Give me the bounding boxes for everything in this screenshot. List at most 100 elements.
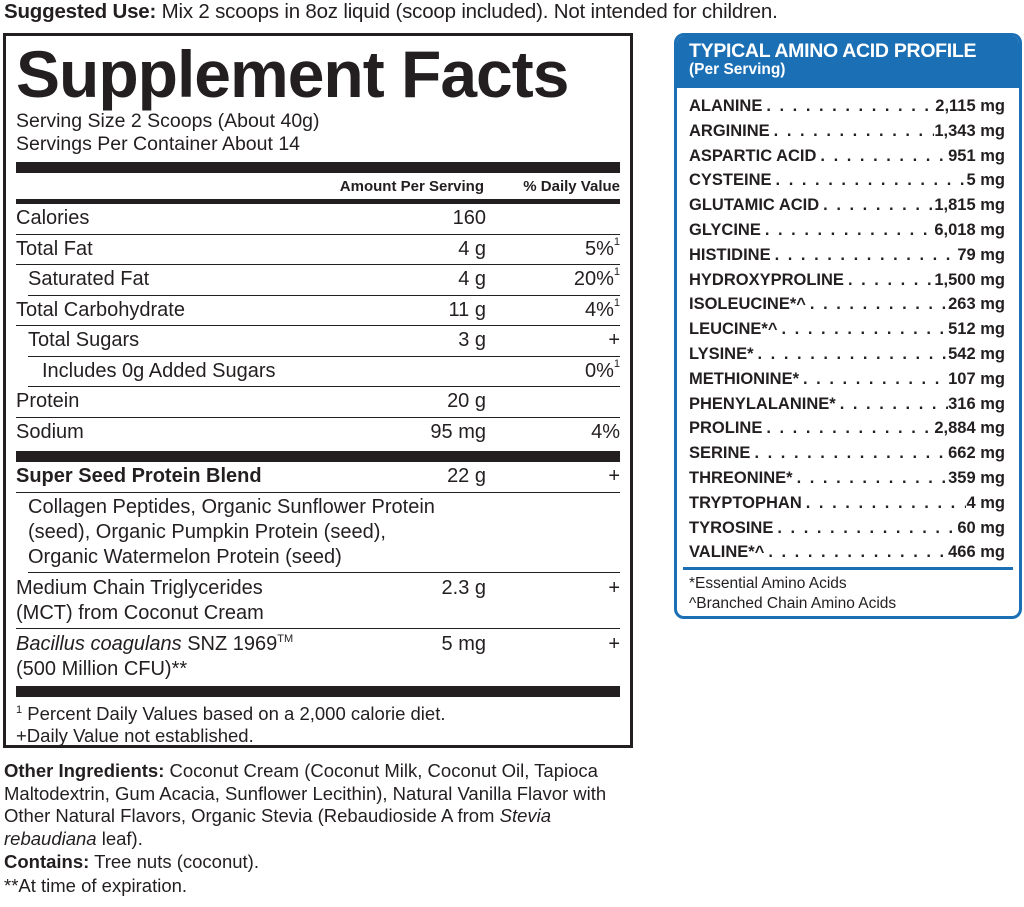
nutrient-amount: 160 — [452, 207, 486, 229]
nutrient-dv: 4% — [486, 418, 620, 448]
footnote-marker: 1 — [16, 703, 23, 716]
nutrient-amount: 4 g — [458, 237, 486, 260]
bacillus-name: SNZ 1969 — [181, 632, 278, 655]
leader-dots — [777, 317, 948, 342]
amino-row: SERINE 662 mg — [689, 441, 1005, 466]
nutrient-row: Protein 20 g — [16, 387, 620, 418]
amino-name: ASPARTIC ACID — [689, 146, 817, 165]
nutrient-row: Total Sugars 3 g + — [28, 326, 620, 357]
facts-title: Supplement Facts — [16, 37, 569, 111]
amino-value: 466 mg — [948, 543, 1005, 562]
bacillus-row: Bacillus coagulans SNZ 1969TM (500 Millio… — [16, 629, 620, 684]
leader-dots — [819, 193, 934, 218]
amino-row: ARGININE 1,343 mg — [689, 119, 1005, 144]
nutrient-dv — [486, 387, 620, 417]
leader-dots — [771, 243, 958, 268]
leader-dots — [770, 119, 935, 144]
mct-row: Medium Chain Triglycerides (MCT) from Co… — [16, 573, 620, 629]
amino-value: 512 mg — [948, 320, 1005, 339]
nutrient-dv: 0%1 — [486, 357, 620, 387]
nutrient-row: Sodium 95 mg 4% — [16, 418, 620, 448]
amino-row: TYROSINE 60 mg — [689, 516, 1005, 541]
leader-dots — [799, 367, 948, 392]
leader-dots — [806, 292, 948, 317]
amino-name: PHENYLALANINE* — [689, 394, 836, 413]
amino-row: ALANINE 2,115 mg — [689, 94, 1005, 119]
amino-row: VALINE*^ 466 mg — [689, 540, 1005, 565]
mct-dv: + — [608, 576, 620, 599]
leader-dots — [761, 218, 935, 243]
amino-name: TRYPTOPHAN — [689, 493, 802, 512]
amino-name: PROLINE — [689, 419, 763, 438]
amino-value: 1,815 mg — [934, 196, 1005, 215]
amino-name: SERINE — [689, 444, 751, 463]
amino-name: HYDROXYPROLINE — [689, 270, 844, 289]
amino-row: LYSINE* 542 mg — [689, 342, 1005, 367]
amino-row: LEUCINE*^ 512 mg — [689, 317, 1005, 342]
nutrient-amount: 95 mg — [430, 420, 486, 443]
nutrient-dv: 20%1 — [486, 265, 620, 295]
dv-value: + — [608, 329, 620, 351]
amino-name: CYSTEINE — [689, 171, 772, 190]
nutrient-dv: 4%1 — [486, 296, 620, 326]
amino-row: PHENYLALANINE* 316 mg — [689, 392, 1005, 417]
amino-row: TRYPTOPHAN 4 mg — [689, 491, 1005, 516]
amino-row: GLYCINE 6,018 mg — [689, 218, 1005, 243]
nutrient-dv: 5%1 — [486, 235, 620, 265]
amino-name: LYSINE* — [689, 344, 754, 363]
nutrient-name: Calories — [16, 207, 90, 229]
nutrient-row: Includes 0g Added Sugars 0%1 — [28, 357, 620, 387]
amino-divider — [683, 567, 1013, 571]
amino-title: TYPICAL AMINO ACID PROFILE — [689, 40, 977, 62]
amino-value: 951 mg — [948, 146, 1005, 165]
amino-name: THREONINE* — [689, 468, 793, 487]
leader-dots — [764, 540, 948, 565]
amino-value: 4 mg — [966, 493, 1005, 512]
divider — [16, 199, 620, 204]
other-ingredients: Other Ingredients: Coconut Cream (Coconu… — [4, 760, 644, 898]
nutrient-name: Total Sugars — [28, 329, 140, 351]
leader-dots — [793, 466, 949, 491]
amino-row: HISTIDINE 79 mg — [689, 243, 1005, 268]
amino-subtitle: (Per Serving) — [689, 61, 786, 78]
amino-row: GLUTAMIC ACID 1,815 mg — [689, 193, 1005, 218]
suggested-use: Suggested Use: Mix 2 scoops in 8oz liqui… — [4, 0, 778, 24]
nutrient-name: Includes 0g Added Sugars — [42, 359, 276, 382]
bacillus-amount: 5 mg — [441, 632, 486, 655]
dv-value: 4% — [591, 420, 620, 443]
leader-dots — [802, 491, 967, 516]
other-text-end: leaf). — [96, 827, 143, 849]
column-header: Amount Per Serving % Daily Value — [16, 173, 620, 199]
blend-row: Super Seed Protein Blend 22 g + — [16, 462, 620, 493]
bacillus-italic: Bacillus coagulans — [16, 632, 182, 655]
blend-dv: + — [608, 465, 620, 487]
amino-value: 662 mg — [948, 444, 1005, 463]
amino-value: 79 mg — [957, 245, 1005, 264]
nutrient-amount: 11 g — [448, 298, 486, 321]
essential-note: *Essential Amino Acids — [689, 575, 847, 593]
dv-value: 4% — [584, 298, 614, 321]
amino-value: 542 mg — [948, 344, 1005, 363]
amino-header: TYPICAL AMINO ACID PROFILE (Per Serving) — [677, 36, 1019, 88]
amino-value: 6,018 mg — [934, 220, 1005, 239]
divider-thick — [16, 162, 620, 173]
amino-value: 1,343 mg — [934, 121, 1005, 140]
footnote-dv: Percent Daily Values based on a 2,000 ca… — [22, 702, 446, 724]
mct-amount: 2.3 g — [441, 576, 486, 599]
dv-value: 0% — [584, 359, 614, 382]
other-text: Coconut Cream (Coconut Milk, Coconut Oil… — [4, 760, 607, 826]
suggested-use-text: Mix 2 scoops in 8oz liquid (scoop includ… — [156, 0, 778, 23]
nutrient-row: Total Carbohydrate 11 g 4%1 — [16, 296, 620, 326]
suggested-use-label: Suggested Use: — [4, 0, 157, 23]
leader-dots — [844, 268, 934, 293]
amount-header: Amount Per Serving — [339, 177, 484, 195]
nutrient-name: Total Carbohydrate — [16, 298, 185, 321]
leader-dots — [762, 94, 935, 119]
servings-per-container: Servings Per Container About 14 — [16, 133, 301, 155]
nutrient-row: Saturated Fat 4 g 20%1 — [28, 265, 620, 296]
amino-name: LEUCINE*^ — [689, 320, 778, 339]
amino-value: 5 mg — [966, 171, 1005, 190]
bacillus-dv: + — [608, 632, 620, 655]
amino-value: 359 mg — [948, 468, 1005, 487]
nutrient-amount: 20 g — [447, 390, 486, 412]
